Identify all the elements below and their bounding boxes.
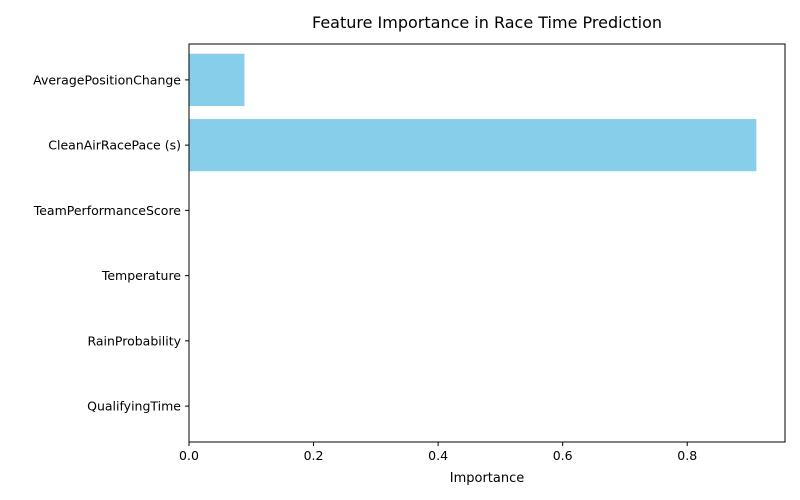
bar-1 [189,119,757,172]
y-tick-label-4: RainProbability [87,333,181,348]
bar-0 [189,53,245,106]
x-tick-label-4: 0.8 [677,448,697,463]
y-tick-label-0: AveragePositionChange [33,72,181,87]
x-tick-label-1: 0.2 [304,448,324,463]
x-tick-label-0: 0.0 [179,448,199,463]
x-axis-label: Importance [450,471,525,486]
y-tick-label-5: QualifyingTime [87,399,181,414]
plot-frame [188,43,786,443]
bars-layer [189,53,757,172]
x-axis-ticks: 0.0 0.2 0.4 0.6 0.8 [179,442,697,463]
y-tick-label-3: Temperature [101,268,181,283]
x-tick-label-3: 0.6 [553,448,573,463]
y-tick-label-1: CleanAirRacePace (s) [48,138,181,153]
y-axis-ticks: AveragePositionChange CleanAirRacePace (s… [33,72,189,414]
x-tick-label-2: 0.4 [428,448,448,463]
chart-title: Feature Importance in Race Time Predicti… [312,13,662,32]
y-tick-label-2: TeamPerformanceScore [33,203,182,218]
